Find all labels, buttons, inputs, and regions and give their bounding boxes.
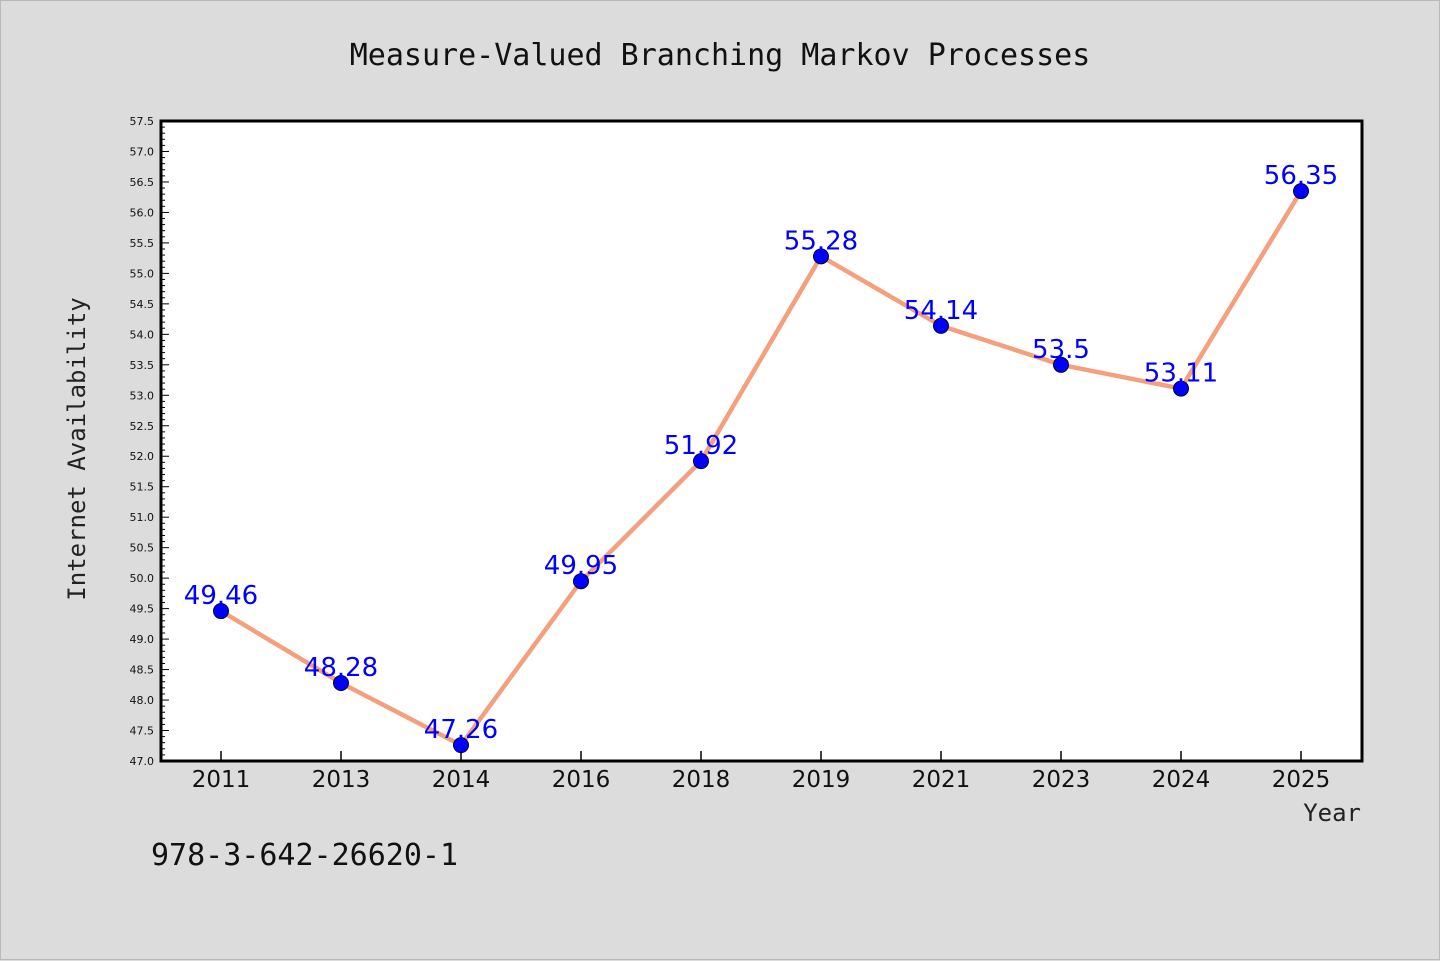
y-tick-label: 55.0: [130, 267, 155, 280]
data-label: 53.11: [1144, 359, 1218, 389]
plot-area: [159, 119, 1364, 763]
series-layer: 49.46 48.28 47.26 49.95 51.92 55.28 54.14 53.5 5…: [184, 161, 1338, 754]
x-axis: 2011 2013 2014 2016 2018 2019 2021 2023 2024 2025: [192, 751, 1331, 793]
y-tick-label: 51.0: [130, 511, 155, 524]
y-tick-label: 47.0: [130, 755, 155, 768]
data-point-marker: [813, 248, 829, 265]
data-label: 56.35: [1264, 161, 1338, 191]
data-point-marker: [573, 573, 589, 590]
y-tick-label: 50.5: [130, 542, 155, 555]
isbn-caption: 978-3-642-26620-1: [151, 838, 458, 873]
y-tick-label: 52.0: [130, 450, 155, 463]
data-label: 55.28: [784, 226, 858, 256]
y-tick-label: 56.0: [130, 206, 155, 219]
y-tick-label: 54.5: [130, 298, 155, 311]
x-tick-label: 2018: [672, 767, 731, 793]
x-tick-label: 2025: [1272, 767, 1331, 793]
y-axis-label: Internet Availability: [63, 297, 91, 600]
y-tick-label: 53.0: [130, 389, 155, 402]
data-label: 49.46: [184, 581, 258, 611]
y-tick-label: 47.5: [130, 725, 155, 738]
y-tick-label: 51.5: [130, 481, 155, 494]
x-tick-label: 2011: [192, 767, 251, 793]
data-label: 48.28: [304, 653, 378, 683]
y-tick-label: 49.0: [130, 633, 155, 646]
x-tick-label: 2024: [1152, 767, 1211, 793]
chart-title: Measure-Valued Branching Markov Processe…: [350, 38, 1091, 73]
x-tick-label: 2016: [552, 767, 611, 793]
y-tick-label: 57.5: [130, 115, 155, 128]
data-point-marker: [1293, 183, 1309, 200]
y-tick-label: 53.5: [130, 359, 155, 372]
y-tick-label: 49.5: [130, 603, 155, 616]
data-point-marker: [1173, 380, 1189, 397]
x-tick-label: 2019: [792, 767, 851, 793]
data-point-marker: [333, 674, 349, 691]
x-axis-label: Year: [1303, 799, 1361, 827]
x-tick-label: 2013: [312, 767, 371, 793]
data-label: 51.92: [664, 431, 738, 461]
data-label: 49.95: [544, 551, 618, 581]
y-tick-label: 55.5: [130, 237, 155, 250]
y-tick-label: 54.0: [130, 328, 155, 341]
y-tick-label: 57.0: [130, 145, 155, 158]
data-label: 54.14: [904, 296, 978, 326]
x-tick-label: 2021: [912, 767, 971, 793]
data-label: 47.26: [424, 715, 498, 745]
y-tick-label: 48.0: [130, 694, 155, 707]
data-point-marker: [1053, 356, 1069, 373]
y-tick-label: 56.5: [130, 176, 155, 189]
data-point-marker: [933, 317, 949, 334]
y-tick-label: 50.0: [130, 572, 155, 585]
series-line: [218, 188, 1304, 748]
data-point-marker: [213, 603, 229, 620]
x-tick-label: 2014: [432, 767, 491, 793]
data-point-marker: [693, 453, 709, 470]
y-tick-label: 48.5: [130, 664, 155, 677]
y-axis: 47.0 47.5 48.0 48.5 49.0 49.5 50.0 50.5 51.0 51.5…: [130, 115, 169, 768]
x-tick-label: 2023: [1032, 767, 1091, 793]
data-label: 53.5: [1032, 335, 1090, 365]
data-point-marker: [453, 737, 469, 754]
y-tick-label: 52.5: [130, 420, 155, 433]
